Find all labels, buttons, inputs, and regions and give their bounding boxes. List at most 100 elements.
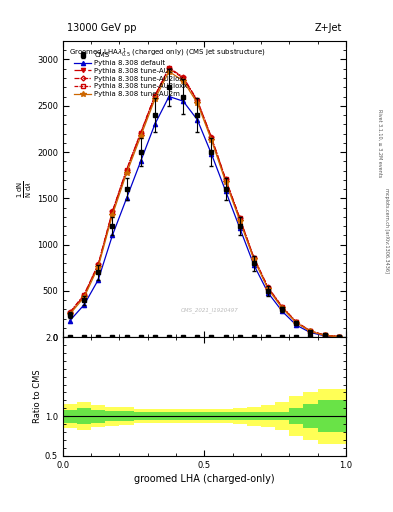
Pythia 8.308 tune-AU2m [294,320,299,326]
Pythia 8.308 tune-AU2 [336,333,341,339]
Pythia 8.308 tune-AU2 [96,262,101,268]
Pythia 8.308 tune-AU2 [322,332,327,338]
Pythia 8.308 tune-AU2 [195,98,200,104]
Pythia 8.308 default [294,322,299,328]
Pythia 8.308 tune-AU2loxx [68,310,72,316]
Pythia 8.308 default [252,262,256,268]
Pythia 8.308 tune-AU2lox [209,134,214,140]
Pythia 8.308 tune-AU2m [152,96,157,102]
Legend: CMS, Pythia 8.308 default, Pythia 8.308 tune-AU2, Pythia 8.308 tune-AU2lox, Pyth: CMS, Pythia 8.308 default, Pythia 8.308 … [72,50,190,99]
Pythia 8.308 tune-AU2m [266,286,270,292]
Pythia 8.308 default [124,195,129,201]
Pythia 8.308 tune-AU2m [322,332,327,338]
Pythia 8.308 tune-AU2lox [68,309,72,315]
Pythia 8.308 tune-AU2 [223,177,228,183]
Pythia 8.308 tune-AU2loxx [223,176,228,182]
Pythia 8.308 tune-AU2loxx [195,98,200,104]
Pythia 8.308 tune-AU2lox [195,97,200,103]
Pythia 8.308 default [96,276,101,283]
Pythia 8.308 tune-AU2m [252,257,256,263]
Text: Rivet 3.1.10, ≥ 3.2M events: Rivet 3.1.10, ≥ 3.2M events [377,109,382,178]
Pythia 8.308 tune-AU2 [138,131,143,137]
Pythia 8.308 default [308,330,313,336]
Pythia 8.308 default [209,151,214,157]
Y-axis label: Ratio to CMS: Ratio to CMS [33,370,42,423]
Pythia 8.308 default [152,121,157,127]
Pythia 8.308 tune-AU2loxx [308,328,313,334]
Line: Pythia 8.308 tune-AU2loxx: Pythia 8.308 tune-AU2loxx [68,67,340,338]
Pythia 8.308 tune-AU2m [124,170,129,177]
Pythia 8.308 default [138,158,143,164]
Pythia 8.308 tune-AU2loxx [82,292,86,298]
Pythia 8.308 tune-AU2loxx [322,332,327,338]
Pythia 8.308 default [68,317,72,324]
Pythia 8.308 tune-AU2 [110,209,115,215]
Pythia 8.308 tune-AU2m [280,305,285,311]
Pythia 8.308 tune-AU2 [152,93,157,99]
Pythia 8.308 tune-AU2 [308,328,313,334]
Pythia 8.308 default [336,334,341,340]
Pythia 8.308 tune-AU2lox [124,166,129,173]
Pythia 8.308 tune-AU2lox [252,254,256,261]
Pythia 8.308 tune-AU2lox [110,208,115,215]
Pythia 8.308 tune-AU2loxx [110,209,115,215]
Pythia 8.308 tune-AU2 [124,167,129,174]
Pythia 8.308 tune-AU2m [96,264,101,270]
Pythia 8.308 tune-AU2m [138,133,143,139]
Pythia 8.308 default [110,232,115,239]
Pythia 8.308 default [195,117,200,123]
Pythia 8.308 tune-AU2 [181,75,185,81]
Pythia 8.308 tune-AU2loxx [96,262,101,268]
Pythia 8.308 tune-AU2lox [96,261,101,267]
Pythia 8.308 tune-AU2lox [336,333,341,339]
X-axis label: groomed LHA (charged-only): groomed LHA (charged-only) [134,474,275,484]
Pythia 8.308 default [280,308,285,314]
Pythia 8.308 tune-AU2lox [237,215,242,221]
Pythia 8.308 tune-AU2lox [266,284,270,290]
Pythia 8.308 tune-AU2 [237,216,242,222]
Text: CMS_2021_I1920497: CMS_2021_I1920497 [181,308,239,313]
Pythia 8.308 tune-AU2loxx [266,285,270,291]
Pythia 8.308 tune-AU2m [237,218,242,224]
Pythia 8.308 default [223,188,228,194]
Pythia 8.308 tune-AU2 [82,292,86,298]
Pythia 8.308 tune-AU2m [181,78,185,84]
Pythia 8.308 tune-AU2m [336,334,341,340]
Pythia 8.308 tune-AU2lox [138,130,143,136]
Pythia 8.308 tune-AU2 [167,66,171,72]
Line: Pythia 8.308 tune-AU2m: Pythia 8.308 tune-AU2m [67,69,342,339]
Pythia 8.308 tune-AU2m [209,137,214,143]
Pythia 8.308 default [181,98,185,104]
Pythia 8.308 default [237,225,242,231]
Pythia 8.308 tune-AU2loxx [124,167,129,173]
Pythia 8.308 tune-AU2loxx [181,74,185,80]
Line: Pythia 8.308 tune-AU2: Pythia 8.308 tune-AU2 [68,67,341,339]
Pythia 8.308 tune-AU2loxx [138,130,143,136]
Pythia 8.308 tune-AU2 [209,135,214,141]
Pythia 8.308 default [322,333,327,339]
Pythia 8.308 tune-AU2 [294,319,299,326]
Pythia 8.308 tune-AU2lox [308,328,313,334]
Line: Pythia 8.308 tune-AU2lox: Pythia 8.308 tune-AU2lox [68,66,340,338]
Pythia 8.308 tune-AU2loxx [336,333,341,339]
Pythia 8.308 tune-AU2loxx [252,255,256,261]
Pythia 8.308 tune-AU2loxx [167,65,171,71]
Pythia 8.308 default [266,290,270,296]
Pythia 8.308 tune-AU2loxx [280,304,285,310]
Pythia 8.308 tune-AU2 [266,285,270,291]
Pythia 8.308 default [167,93,171,99]
Pythia 8.308 tune-AU2 [68,310,72,316]
Y-axis label: $\frac{1}{\mathrm{N}}\frac{\mathrm{dN}}{\mathrm{d}\lambda}$: $\frac{1}{\mathrm{N}}\frac{\mathrm{dN}}{… [16,180,34,198]
Pythia 8.308 tune-AU2 [280,305,285,311]
Pythia 8.308 tune-AU2lox [280,304,285,310]
Pythia 8.308 default [82,302,86,308]
Pythia 8.308 tune-AU2loxx [237,215,242,221]
Text: Groomed LHA$\lambda^{1}_{0.5}$ (charged only) (CMS jet substructure): Groomed LHA$\lambda^{1}_{0.5}$ (charged … [68,47,265,60]
Pythia 8.308 tune-AU2lox [82,291,86,297]
Pythia 8.308 tune-AU2loxx [294,319,299,325]
Pythia 8.308 tune-AU2lox [167,65,171,71]
Pythia 8.308 tune-AU2m [82,294,86,301]
Pythia 8.308 tune-AU2loxx [152,93,157,99]
Pythia 8.308 tune-AU2m [308,328,313,334]
Text: mcplots.cern.ch [arXiv:1306.3436]: mcplots.cern.ch [arXiv:1306.3436] [384,188,389,273]
